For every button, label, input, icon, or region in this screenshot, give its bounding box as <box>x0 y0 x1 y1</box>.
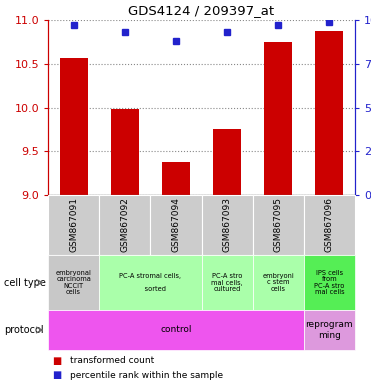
Bar <box>315 31 344 195</box>
Bar <box>213 129 241 195</box>
Text: cell type: cell type <box>4 278 46 288</box>
Text: embryoni
c stem
cells: embryoni c stem cells <box>262 273 294 292</box>
Text: PC-A stromal cells,

     sorted: PC-A stromal cells, sorted <box>119 273 181 292</box>
Bar <box>111 109 139 195</box>
Text: ■: ■ <box>52 356 61 366</box>
Text: percentile rank within the sample: percentile rank within the sample <box>70 371 224 379</box>
Text: GSM867092: GSM867092 <box>120 197 129 252</box>
Text: GSM867093: GSM867093 <box>223 197 232 253</box>
Text: PC-A stro
mal cells,
cultured: PC-A stro mal cells, cultured <box>211 273 243 292</box>
Text: GSM867095: GSM867095 <box>274 197 283 253</box>
Text: GSM867094: GSM867094 <box>171 197 180 252</box>
Text: protocol: protocol <box>4 325 43 335</box>
Text: reprogram
ming: reprogram ming <box>306 320 353 340</box>
Bar <box>162 162 190 195</box>
Title: GDS4124 / 209397_at: GDS4124 / 209397_at <box>128 5 275 17</box>
Text: GSM867091: GSM867091 <box>69 197 78 253</box>
Text: transformed count: transformed count <box>70 356 155 366</box>
Text: embryonal
carcinoma
NCCIT
cells: embryonal carcinoma NCCIT cells <box>56 270 92 295</box>
Text: GSM867096: GSM867096 <box>325 197 334 253</box>
Text: control: control <box>160 326 192 334</box>
Bar <box>59 58 88 195</box>
Text: ■: ■ <box>52 370 61 380</box>
Text: IPS cells
from
PC-A stro
mal cells: IPS cells from PC-A stro mal cells <box>314 270 345 295</box>
Bar <box>264 42 292 195</box>
